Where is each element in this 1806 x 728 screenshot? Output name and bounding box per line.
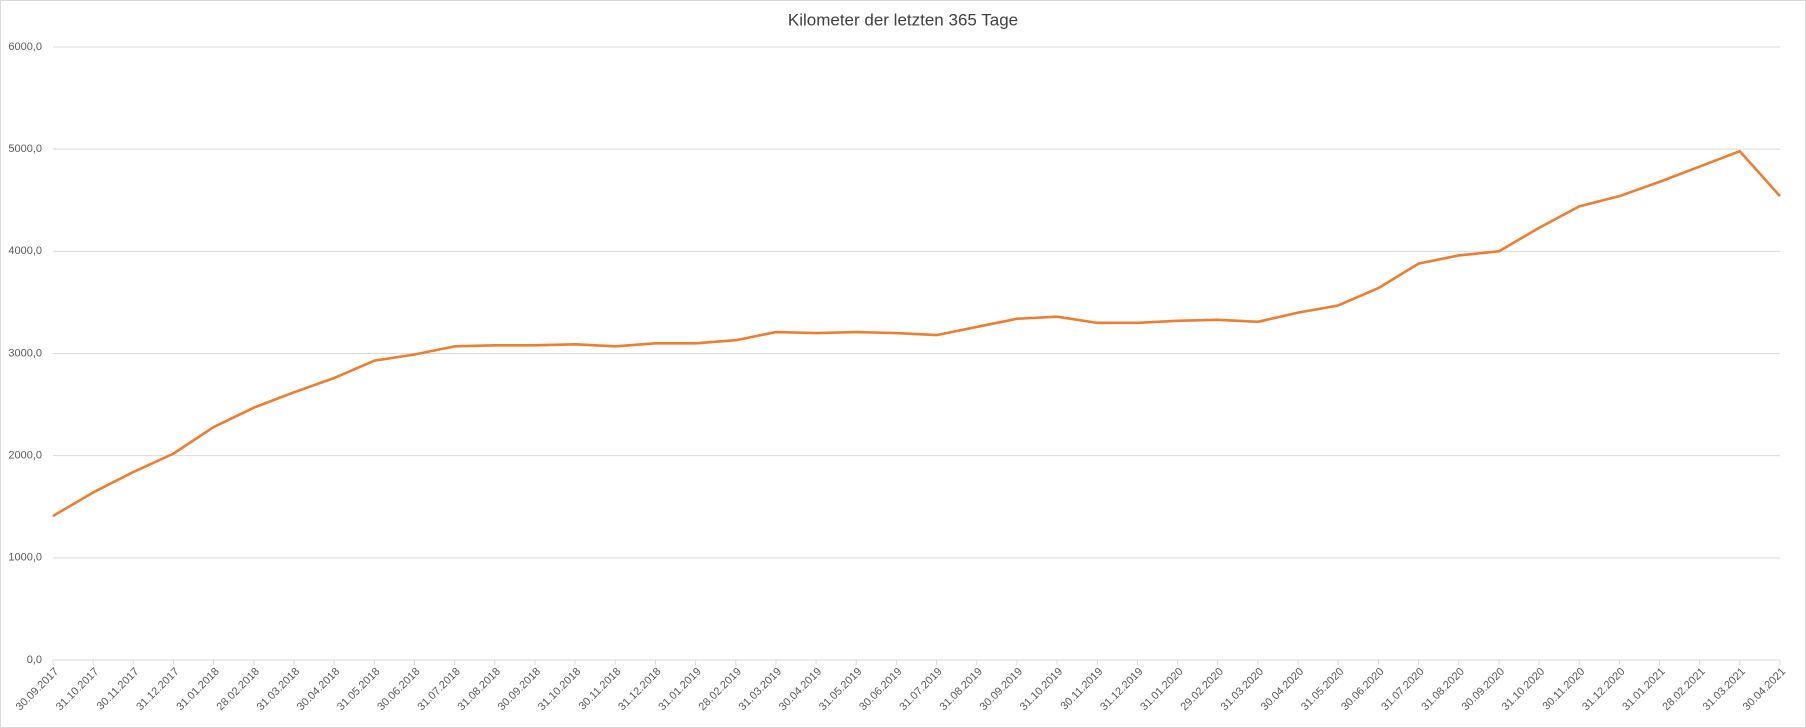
line (52, 149, 1781, 518)
y-tick-label: 1000,0 (8, 552, 42, 564)
y-tick-label: 5000,0 (8, 143, 42, 155)
y-tick-label: 3000,0 (8, 347, 42, 359)
y-tick-label: 4000,0 (8, 245, 42, 257)
y-tick-label: 2000,0 (8, 450, 42, 462)
y-tick-label: 0,0 (27, 654, 42, 666)
chart-title: Kilometer der letzten 365 Tage (788, 10, 1018, 29)
y-tick-label: 6000,0 (8, 41, 42, 53)
